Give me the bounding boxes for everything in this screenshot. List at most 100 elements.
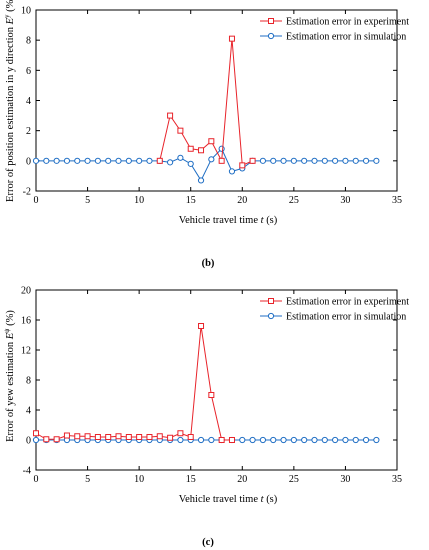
chart-b-ytick-label: 10 (21, 6, 31, 17)
chart-b-xtick-label: 30 (340, 195, 350, 206)
chart-c-point-experiment (187, 434, 194, 440)
chart-b-xtick-label: 20 (237, 195, 247, 206)
chart-c-ylabel: Error of yew estimation Eψ (%) (3, 310, 16, 442)
chart-b-point-simulation (63, 157, 71, 164)
chart-c-series-line-experiment (35, 325, 232, 441)
chart-c-xtick-label: 25 (289, 474, 299, 485)
chart-b-ytick-label: 0 (26, 156, 31, 167)
chart-c-point-experiment (105, 434, 112, 440)
chart-c-point-experiment (167, 434, 174, 441)
chart-c-legend-label-experiment: Estimation error in experiment (286, 297, 409, 308)
chart-c-ytick-label: -4 (23, 466, 31, 477)
chart-c-point-experiment (63, 432, 70, 439)
chart-c-point-simulation (259, 436, 267, 444)
chart-b-point-experiment (156, 157, 163, 164)
chart-b-point-simulation (115, 157, 122, 164)
chart-c-point-experiment (53, 436, 60, 443)
chart-b-ytick-label: 6 (26, 66, 31, 77)
chart-b-point-experiment (198, 147, 205, 154)
chart-c-panel-label: (c) (202, 537, 214, 548)
chart-c-point-experiment (74, 433, 81, 440)
chart-b-xtick-label: 5 (85, 195, 90, 206)
chart-b-xtick-label: 15 (186, 195, 196, 206)
chart-b-point-simulation (105, 157, 112, 164)
chart-b-point-experiment (177, 127, 184, 134)
chart-b-point-simulation (74, 157, 81, 164)
chart-b-point-experiment (249, 157, 256, 164)
chart-b-point-experiment (208, 138, 215, 145)
chart-b-point-simulation (280, 157, 287, 164)
chart-c-point-experiment (84, 433, 91, 440)
chart-c-point-simulation (270, 436, 277, 444)
chart-c-point-experiment (146, 434, 153, 440)
chart-c-xtick-label: 5 (85, 474, 90, 485)
chart-b-point-experiment (187, 145, 194, 152)
chart-b-ytick-label: 2 (26, 126, 31, 137)
chart-b-point-simulation (94, 157, 101, 164)
chart-b-panel-label: (b) (202, 258, 215, 269)
chart-b-xtick-label: 25 (289, 195, 299, 206)
chart-b-point-simulation (166, 159, 174, 166)
chart-b-point-simulation (311, 157, 318, 164)
chart-c-point-experiment (43, 436, 50, 443)
chart-b-point-experiment (218, 157, 225, 164)
chart-c-point-simulation (301, 436, 308, 444)
chart-c-point-simulation (311, 436, 318, 444)
chart-b-point-simulation (332, 157, 339, 164)
chart-b-xtick-label: 35 (392, 195, 402, 206)
chart-c-point-experiment (177, 430, 184, 437)
chart-c-xtick-label: 0 (34, 474, 39, 485)
chart-c-point-simulation (362, 436, 370, 444)
chart-c-point-simulation (332, 436, 339, 444)
chart-b-point-simulation (218, 145, 225, 152)
chart-b-point-simulation (373, 157, 380, 164)
chart-b-point-simulation (136, 157, 143, 164)
chart-c-xtick-label: 35 (392, 474, 402, 485)
chart-b-point-simulation (208, 156, 215, 163)
chart-c-xlabel: Vehicle travel time t (s) (179, 494, 278, 505)
chart-b-point-simulation (259, 157, 267, 164)
chart-c-point-simulation (208, 436, 215, 444)
chart-c-xtick-label: 10 (134, 474, 144, 485)
chart-c-ytick-label: 16 (21, 316, 31, 327)
chart-b-point-simulation (187, 160, 194, 167)
chart-b-legend-label-experiment: Estimation error in experiment (286, 17, 409, 28)
chart-c-point-simulation (177, 436, 184, 444)
chart-c-point-simulation (249, 436, 256, 444)
chart-c-legend-item-experiment: Estimation error in experiment (260, 297, 409, 308)
chart-c-point-experiment (94, 434, 101, 440)
chart-b-xtick-label: 10 (134, 195, 144, 206)
chart-b-point-experiment (239, 162, 246, 169)
chart-c-xtick-label: 30 (340, 474, 350, 485)
chart-b-legend-item-simulation: Estimation error in simulation (260, 32, 406, 43)
chart-b-point-simulation (352, 157, 359, 164)
chart-b-ytick-label: -2 (23, 187, 31, 198)
chart-c-point-simulation (239, 436, 246, 444)
chart-c-ytick-label: 0 (26, 436, 31, 447)
chart-c-legend-label-simulation: Estimation error in simulation (286, 312, 406, 323)
chart-b-ytick-label: 8 (26, 36, 31, 47)
chart-b-point-simulation (146, 157, 153, 164)
chart-c-point-experiment (208, 392, 215, 398)
chart-c-point-experiment (33, 430, 39, 437)
chart-b-point-simulation (321, 157, 328, 164)
chart-c-point-experiment (156, 433, 163, 440)
chart-c-point-experiment (136, 434, 143, 440)
chart-c-point-simulation (342, 436, 349, 444)
chart-b-point-simulation (53, 157, 60, 164)
chart-b-point-experiment (228, 35, 235, 42)
chart-c-ytick-label: 8 (26, 376, 31, 387)
chart-b-point-simulation (228, 168, 236, 175)
chart-b-point-simulation (32, 157, 40, 164)
chart-b-point-simulation (84, 157, 91, 164)
chart-c-point-experiment (228, 437, 235, 443)
chart-c-point-experiment (218, 437, 225, 443)
chart-c-point-experiment (125, 434, 132, 440)
chart-c-point-simulation (321, 436, 328, 444)
chart-c-point-simulation (373, 436, 380, 444)
chart-c-xtick-label: 15 (186, 474, 196, 485)
